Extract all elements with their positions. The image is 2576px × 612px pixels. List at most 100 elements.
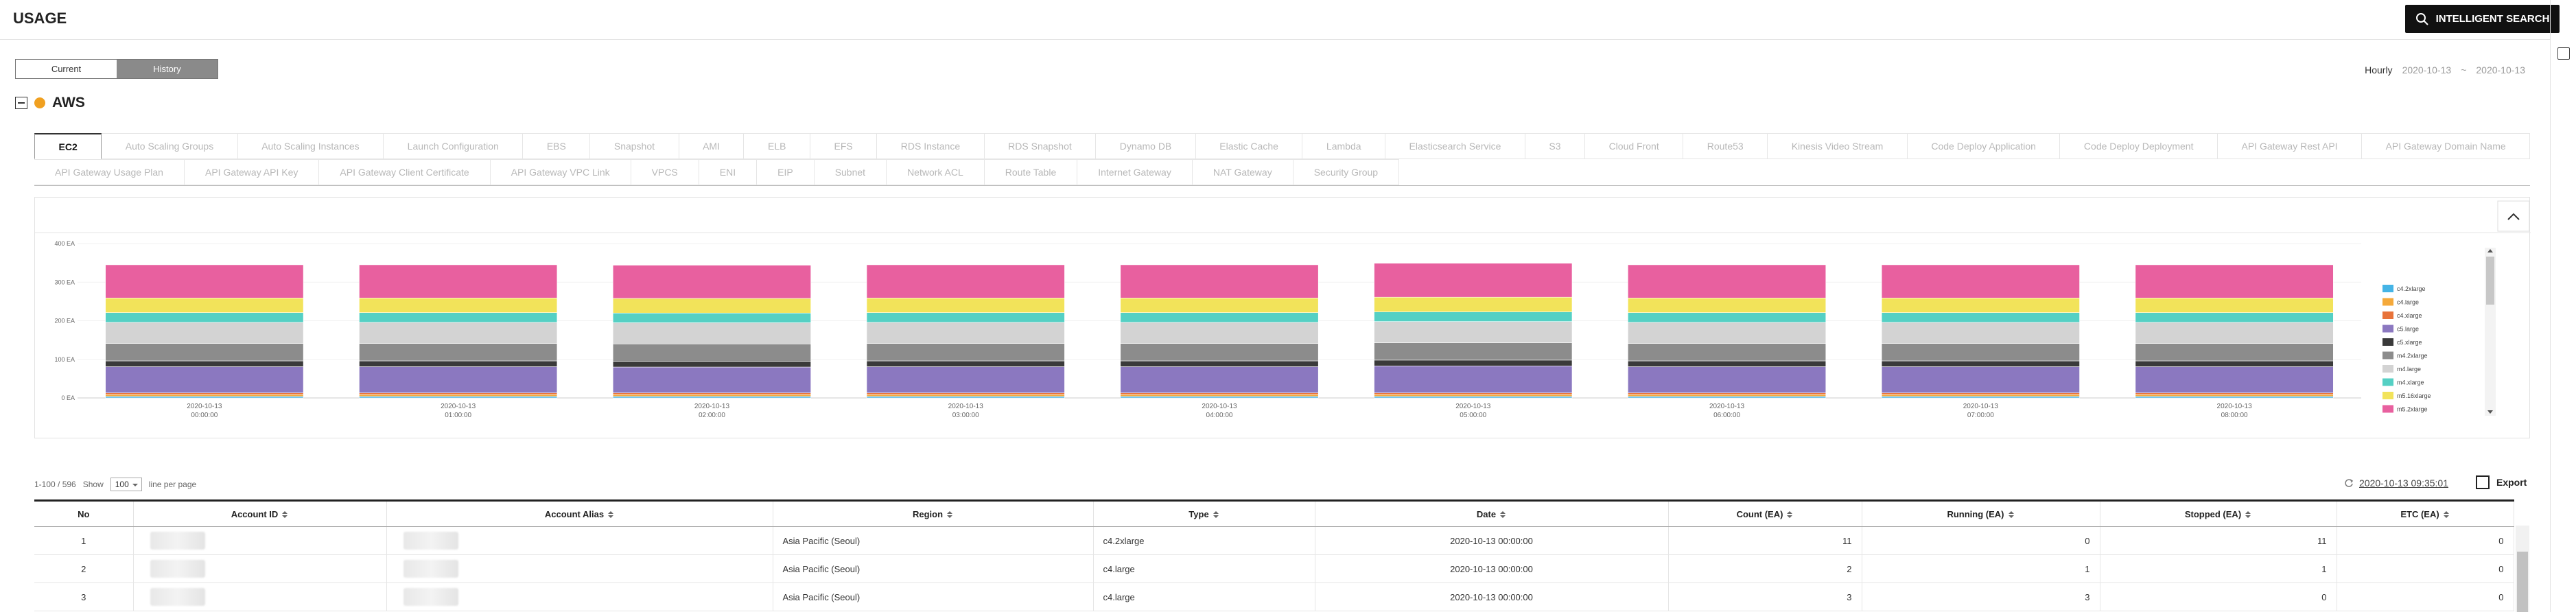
column-header[interactable]: Date — [1315, 499, 1669, 527]
tab[interactable]: Code Deploy Deployment — [2060, 133, 2218, 159]
refresh[interactable]: 2020-10-13 09:35:01 — [2344, 478, 2448, 489]
tab[interactable]: Internet Gateway — [1077, 159, 1193, 185]
legend-label[interactable]: m4.large — [2397, 366, 2421, 373]
table-row[interactable]: 3 Asia Pacific (Seoul) c4.large 2020-10-13 … — [34, 582, 2514, 611]
toggle-history[interactable]: History — [117, 60, 218, 78]
tab[interactable]: Code Deploy Application — [1907, 133, 2061, 159]
legend-label[interactable]: c5.large — [2397, 326, 2419, 333]
sort-icon[interactable] — [1786, 510, 1793, 519]
tab[interactable]: AMI — [679, 133, 745, 159]
tab[interactable]: EC2 — [34, 133, 102, 159]
sort-icon[interactable] — [1499, 510, 1506, 519]
column-header[interactable]: Type — [1093, 499, 1315, 527]
tab[interactable]: Elasticsearch Service — [1385, 133, 1525, 159]
legend-scroll-thumb[interactable] — [2486, 257, 2494, 305]
sort-icon[interactable] — [281, 510, 288, 519]
tab[interactable]: S3 — [1525, 133, 1586, 159]
masked-value — [150, 588, 205, 606]
tab[interactable]: API Gateway VPC Link — [490, 159, 631, 185]
tab[interactable]: Security Group — [1293, 159, 1400, 185]
tab[interactable]: NAT Gateway — [1192, 159, 1293, 185]
x-tick-label: 2020-10-13 03:00:00 — [948, 403, 983, 419]
legend-label[interactable]: m5.2xlarge — [2397, 406, 2428, 413]
tab[interactable]: Auto Scaling Groups — [102, 133, 238, 159]
legend-label[interactable]: m4.2xlarge — [2397, 353, 2428, 360]
start-date[interactable]: 2020-10-13 — [2402, 64, 2452, 75]
sort-icon[interactable] — [2008, 510, 2015, 519]
header-row: No Account ID Account Alias Region Type Date C… — [34, 499, 2514, 527]
sort-icon[interactable] — [1213, 510, 1219, 519]
column-header[interactable]: Running (EA) — [1862, 499, 2100, 527]
tab[interactable]: API Gateway Client Certificate — [319, 159, 491, 185]
column-header[interactable]: Account ID — [133, 499, 387, 527]
legend-label[interactable]: c4.large — [2397, 299, 2419, 306]
scroll-thumb[interactable] — [2517, 552, 2528, 612]
tab[interactable]: Snapshot — [590, 133, 679, 159]
sort-icon[interactable] — [2245, 510, 2251, 519]
bar-segment — [359, 360, 558, 367]
tab[interactable]: EIP — [757, 159, 815, 185]
column-title: Account ID — [231, 508, 279, 519]
tab[interactable]: API Gateway Rest API — [2217, 133, 2363, 159]
column-header[interactable]: Account Alias — [386, 499, 773, 527]
bar-segment — [1120, 312, 1319, 323]
y-tick-label: 0 EA — [61, 395, 75, 401]
sort-up — [1213, 511, 1219, 515]
bar-segment — [1881, 394, 2080, 397]
tab[interactable]: Route53 — [1683, 133, 1768, 159]
bar-segment — [866, 264, 1065, 298]
column-header[interactable]: Count (EA) — [1668, 499, 1862, 527]
tab[interactable]: Kinesis Video Stream — [1768, 133, 1908, 159]
tab[interactable]: API Gateway Usage Plan — [34, 159, 185, 185]
column-header[interactable]: Stopped (EA) — [2100, 499, 2337, 527]
collapse-box[interactable] — [15, 97, 27, 109]
tab[interactable]: Elastic Cache — [1195, 133, 1303, 159]
column-header[interactable]: ETC (EA) — [2337, 499, 2514, 527]
tab[interactable]: Subnet — [814, 159, 887, 185]
tab[interactable]: API Gateway API Key — [184, 159, 320, 185]
tab[interactable]: Cloud Front — [1585, 133, 1684, 159]
tab[interactable]: RDS Snapshot — [984, 133, 1097, 159]
sidebar-toggle[interactable] — [2557, 47, 2570, 60]
bar-segment — [2135, 312, 2334, 323]
table-body: 1 Asia Pacific (Seoul) c4.2xlarge 2020-10-1… — [34, 526, 2514, 611]
sort-down — [1213, 515, 1219, 519]
page-size-select[interactable]: 100 — [110, 478, 142, 491]
tab[interactable]: Launch Configuration — [384, 133, 524, 159]
tab[interactable]: VPCS — [631, 159, 699, 185]
sort-icon[interactable] — [2443, 510, 2450, 519]
column-header[interactable]: Region — [773, 499, 1094, 527]
per-page-label: line per page — [148, 480, 197, 489]
end-date[interactable]: 2020-10-13 — [2476, 64, 2525, 75]
tab[interactable]: EFS — [810, 133, 878, 159]
table-row[interactable]: 1 Asia Pacific (Seoul) c4.2xlarge 2020-10-1… — [34, 526, 2514, 555]
tab[interactable]: EBS — [523, 133, 591, 159]
interval[interactable]: Hourly — [2365, 64, 2393, 75]
legend-label[interactable]: c4.xlarge — [2397, 312, 2422, 319]
intelligent-search-button[interactable]: INTELLIGENT SEARCH — [2405, 5, 2560, 33]
sort-icon[interactable] — [607, 510, 614, 519]
tab[interactable]: ENI — [699, 159, 758, 185]
tab[interactable]: API Gateway Domain Name — [2362, 133, 2531, 159]
tab[interactable]: ELB — [744, 133, 810, 159]
sort-icon[interactable] — [946, 510, 953, 519]
toggle-current[interactable]: Current — [51, 64, 82, 74]
legend-label[interactable]: c4.2xlarge — [2397, 285, 2426, 292]
legend-label[interactable]: m5.16xlarge — [2397, 392, 2431, 399]
tab[interactable]: RDS Instance — [877, 133, 985, 159]
tab[interactable]: Lambda — [1302, 133, 1386, 159]
search-icon — [2415, 12, 2428, 25]
bar-segment — [612, 265, 811, 299]
tab[interactable]: Route Table — [984, 159, 1078, 185]
export-button[interactable]: Export — [2476, 475, 2527, 489]
tab[interactable]: Auto Scaling Instances — [237, 133, 384, 159]
collapse-icon — [2507, 213, 2520, 220]
legend-label[interactable]: c5.xlarge — [2397, 339, 2422, 346]
tab[interactable]: Network ACL — [887, 159, 985, 185]
collapse-button[interactable] — [2497, 200, 2530, 232]
legend-label[interactable]: m4.xlarge — [2397, 379, 2424, 386]
table-row[interactable]: 2 Asia Pacific (Seoul) c4.large 2020-10-13 … — [34, 554, 2514, 583]
table-scrollbar[interactable] — [2516, 526, 2529, 612]
tab[interactable]: Dynamo DB — [1096, 133, 1196, 159]
bar-segment — [2135, 298, 2334, 313]
